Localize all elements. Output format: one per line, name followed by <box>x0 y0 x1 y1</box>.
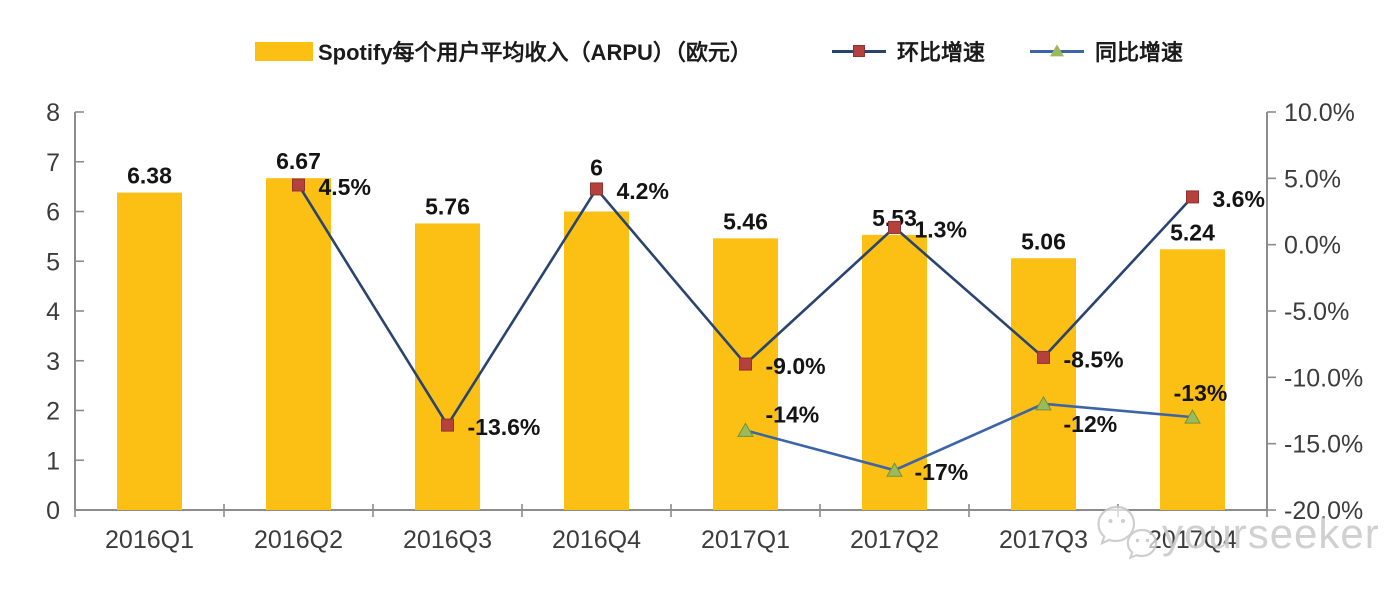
qoq-point-marker <box>739 357 752 371</box>
arpu-bar <box>117 192 182 510</box>
x-axis-category-label: 2017Q2 <box>850 526 939 554</box>
legend-label-arpu: Spotify每个用户平均收入（ARPU）（欧元） <box>318 40 752 65</box>
left-axis-tick-label: 8 <box>46 99 60 127</box>
bar-value-label: 6 <box>590 155 603 181</box>
triangle-marker-icon <box>1050 44 1064 57</box>
square-marker-icon <box>853 45 865 57</box>
x-axis-category-label: 2016Q3 <box>403 526 492 554</box>
qoq-point-label: -9.0% <box>766 353 826 379</box>
yoy-point-marker <box>886 462 903 477</box>
right-axis-tick-label: 10.0% <box>1284 99 1355 127</box>
arpu-bar <box>1160 249 1225 510</box>
bar-value-label: 6.67 <box>276 148 321 174</box>
right-axis-tick-label: -20.0% <box>1284 497 1363 525</box>
left-axis-tick-label: 5 <box>46 248 60 276</box>
x-axis-category-label: 2017Q1 <box>701 526 790 554</box>
legend-label-qoq: 环比增速 <box>897 40 986 65</box>
qoq-point-marker <box>888 220 901 234</box>
yoy-point-marker <box>1035 395 1052 411</box>
x-axis-category-label: 2016Q1 <box>105 526 194 554</box>
qoq-point-marker <box>590 182 603 196</box>
left-axis-tick-label: 4 <box>46 298 60 326</box>
legend-item-arpu: Spotify每个用户平均收入（ARPU）（欧元） <box>255 38 752 65</box>
qoq-point-marker <box>1037 350 1050 364</box>
right-axis-tick-label: 5.0% <box>1284 165 1341 193</box>
right-axis-tick-label: -10.0% <box>1284 364 1363 392</box>
yoy-point-label: -12% <box>1064 411 1118 437</box>
qoq-point-label: 4.5% <box>319 174 371 200</box>
x-axis-category-label: 2017Q4 <box>1148 526 1237 554</box>
left-axis-tick-label: 0 <box>46 497 60 525</box>
qoq-point-label: -8.5% <box>1064 346 1124 372</box>
left-axis-tick-label: 1 <box>46 447 60 475</box>
qoq-point-marker <box>441 418 454 432</box>
left-axis-tick-label: 7 <box>46 149 60 177</box>
arpu-bar <box>564 211 629 510</box>
legend-item-qoq-growth: 环比增速 <box>832 38 986 65</box>
qoq-point-label: 4.2% <box>617 178 669 204</box>
left-axis-tick-label: 3 <box>46 348 60 376</box>
arpu-bar-swatch <box>255 41 313 61</box>
qoq-point-label: 1.3% <box>915 216 967 242</box>
legend-label-yoy: 同比增速 <box>1095 40 1184 65</box>
right-axis-tick-label: 0.0% <box>1284 232 1341 260</box>
qoq-line-swatch <box>832 45 886 57</box>
arpu-bar <box>1011 258 1076 510</box>
bar-value-label: 5.24 <box>1170 219 1215 245</box>
x-axis-category-label: 2016Q2 <box>254 526 343 554</box>
bar-value-label: 5.06 <box>1021 228 1066 254</box>
bar-value-label: 5.76 <box>425 193 470 219</box>
bar-value-label: 6.38 <box>127 163 172 189</box>
right-axis-tick-label: -5.0% <box>1284 298 1349 326</box>
qoq-point-label: -13.6% <box>468 414 541 440</box>
bar-value-label: 5.46 <box>723 208 768 234</box>
x-axis-category-label: 2016Q4 <box>552 526 641 554</box>
legend-item-yoy-growth: 同比增速 <box>1030 38 1184 65</box>
x-axis-category-label: 2017Q3 <box>999 526 1088 554</box>
yoy-line-swatch <box>1030 44 1084 57</box>
arpu-bar <box>415 223 480 510</box>
arpu-bar <box>713 238 778 511</box>
left-axis-tick-label: 6 <box>46 199 60 227</box>
qoq-point-label: 3.6% <box>1213 186 1265 212</box>
yoy-point-label: -13% <box>1174 380 1228 406</box>
yoy-point-label: -14% <box>766 401 820 427</box>
yoy-growth-line <box>745 402 1193 472</box>
arpu-bar <box>266 178 331 511</box>
yoy-point-marker <box>1184 409 1201 424</box>
qoq-point-marker <box>1186 190 1199 204</box>
left-axis-tick-label: 2 <box>46 398 60 426</box>
yoy-point-marker <box>737 422 754 437</box>
right-axis-tick-label: -15.0% <box>1284 431 1363 459</box>
yoy-point-label: -17% <box>915 459 969 485</box>
qoq-point-marker <box>292 178 305 192</box>
